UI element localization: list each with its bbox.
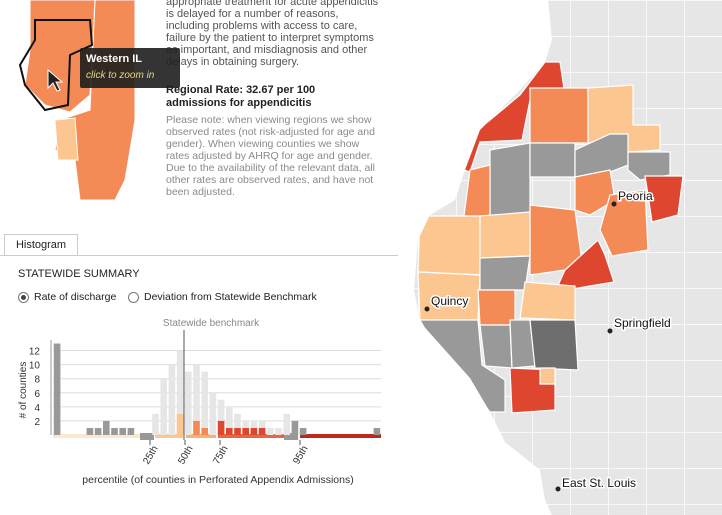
y-tick-label: 10 <box>29 361 41 372</box>
county[interactable] <box>417 215 481 276</box>
bar <box>242 427 249 435</box>
percentile-label: 75th <box>211 444 230 466</box>
bar <box>111 427 118 435</box>
percentile-label: 50th <box>176 444 195 466</box>
bar <box>160 378 167 435</box>
county[interactable] <box>574 169 616 216</box>
bar <box>127 427 135 435</box>
bar <box>152 413 159 435</box>
y-tick-label: 12 <box>29 347 41 358</box>
bar <box>176 350 184 435</box>
benchmark-label: Statewide benchmark <box>163 318 260 329</box>
bar <box>226 427 233 435</box>
bar <box>209 392 217 435</box>
y-tick-label: 4 <box>34 403 40 414</box>
city-dot <box>611 201 617 207</box>
city-label: Peoria <box>618 189 653 203</box>
bar <box>275 427 282 435</box>
bar <box>234 427 241 435</box>
bar <box>283 413 290 435</box>
city-label: Springfield <box>614 316 671 330</box>
bar <box>267 427 274 435</box>
region[interactable] <box>54 117 79 161</box>
county[interactable] <box>529 142 576 178</box>
summary-title: STATEWIDE SUMMARY <box>18 268 140 280</box>
y-tick-label: 8 <box>34 375 40 386</box>
bar <box>168 364 176 435</box>
county[interactable] <box>529 87 589 144</box>
note: Please note: when viewing regions we sho… <box>166 114 375 198</box>
intro-text: appropriate treatment for acute appendic… <box>166 0 379 68</box>
tooltip-action[interactable]: click to zoom in <box>86 70 155 81</box>
tab-divider <box>0 255 398 256</box>
option-label: Rate of discharge <box>34 291 117 303</box>
radio[interactable] <box>18 291 29 303</box>
bar <box>250 427 258 435</box>
bar <box>53 343 61 435</box>
percentile-label: 25th <box>141 444 160 466</box>
county[interactable] <box>539 367 556 385</box>
bar <box>258 427 266 435</box>
bar <box>86 427 94 435</box>
county[interactable] <box>644 175 684 223</box>
county[interactable] <box>489 142 531 217</box>
bar <box>201 371 208 435</box>
bar <box>185 371 192 435</box>
bar <box>373 427 381 435</box>
y-tick-label: 2 <box>34 417 40 428</box>
tooltip-title: Western IL <box>86 53 143 65</box>
bar <box>103 420 110 435</box>
option[interactable]: Rate of discharge <box>18 291 116 303</box>
county[interactable] <box>479 211 531 259</box>
bar <box>193 420 200 435</box>
city-dot <box>607 328 613 334</box>
bar <box>201 427 208 435</box>
bar <box>234 413 241 435</box>
tooltip[interactable]: Western IL click to zoom in <box>80 48 180 88</box>
county[interactable] <box>519 281 576 321</box>
y-axis-label: # of counties <box>18 362 29 419</box>
bar <box>217 420 225 435</box>
bar <box>193 364 200 435</box>
bar <box>291 420 299 435</box>
option[interactable]: Deviation from Statewide Benchmark <box>128 291 317 303</box>
region-map <box>18 0 136 201</box>
bar <box>217 399 225 435</box>
percentile-label: 95th <box>291 444 310 466</box>
city-label: East St. Louis <box>562 476 636 490</box>
county[interactable] <box>599 189 649 257</box>
county[interactable] <box>529 319 579 371</box>
tab[interactable]: Histogram <box>4 234 78 255</box>
city-label: Quincy <box>431 294 468 308</box>
county[interactable] <box>479 255 531 291</box>
state-map <box>414 0 722 515</box>
histogram: 2 4 6 8 10 12 Statewide benchmark # of counties… <box>18 318 381 486</box>
bar <box>299 427 307 435</box>
city-dot <box>555 486 561 492</box>
option-label: Deviation from Statewide Benchmark <box>144 291 317 303</box>
x-axis-label: percentile (of counties in Perforated Ap… <box>82 474 353 486</box>
radio[interactable] <box>128 291 139 303</box>
cursor <box>47 68 64 92</box>
city-layer: Peoria Quincy Springfield East St. Louis <box>424 188 672 492</box>
county[interactable] <box>479 324 513 369</box>
region[interactable] <box>24 0 96 113</box>
bar <box>119 427 126 435</box>
bar <box>94 427 102 435</box>
city-dot <box>424 306 430 312</box>
y-tick-label: 6 <box>34 389 40 400</box>
bar <box>226 406 233 435</box>
bar <box>176 413 184 435</box>
regional-rate: Regional Rate: 32.67 per 100 admissions … <box>166 84 316 109</box>
